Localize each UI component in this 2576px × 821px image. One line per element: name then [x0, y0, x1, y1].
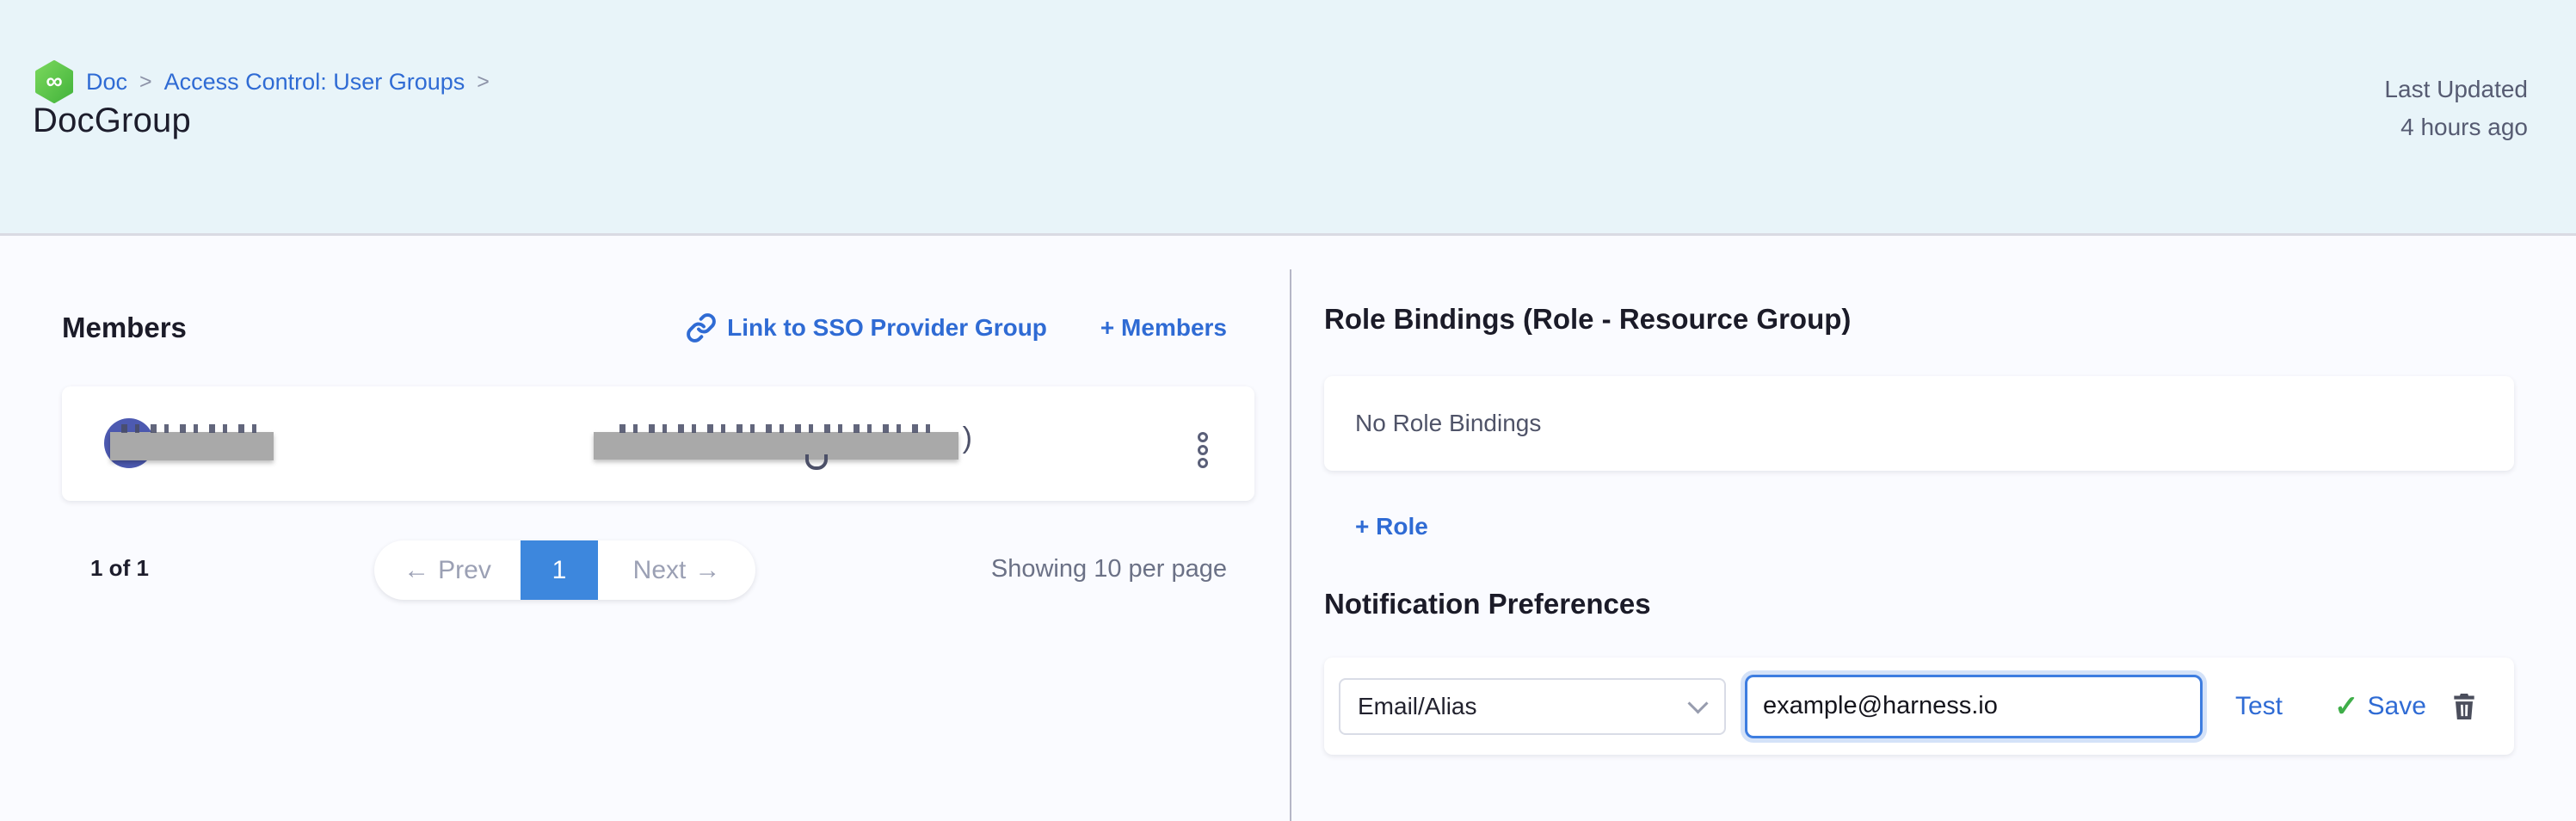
link-sso-label: Link to SSO Provider Group	[727, 314, 1047, 341]
notification-preferences-heading: Notification Preferences	[1324, 588, 1651, 620]
pagination: ← Prev 1 Next →	[374, 540, 755, 600]
svg-text:∞: ∞	[46, 68, 62, 94]
breadcrumb: ∞ Doc > Access Control: User Groups >	[34, 60, 490, 103]
add-members-button[interactable]: + Members	[1100, 314, 1227, 341]
redacted-member-name	[110, 424, 274, 460]
member-options-kebab-menu-icon[interactable]	[1177, 424, 1229, 476]
channel-type-select[interactable]: Email/Alias	[1339, 677, 1726, 735]
prev-label: Prev	[438, 555, 491, 584]
page-count-label: 1 of 1	[90, 555, 149, 581]
breadcrumb-separator: >	[139, 69, 152, 94]
redacted-member-email	[594, 422, 972, 470]
test-button[interactable]: Test	[2235, 691, 2283, 720]
email-address-input[interactable]	[1745, 674, 2203, 738]
last-updated: Last Updated 4 hours ago	[2384, 71, 2528, 146]
last-updated-label: Last Updated	[2384, 76, 2528, 102]
chevron-down-icon	[1687, 693, 1709, 714]
role-bindings-heading: Role Bindings (Role - Resource Group)	[1324, 303, 1852, 335]
member-row[interactable]	[62, 386, 1254, 501]
members-heading: Members	[62, 312, 187, 343]
next-page-button[interactable]: Next →	[598, 540, 755, 600]
check-icon: ✓	[2334, 689, 2359, 723]
current-page-button[interactable]: 1	[521, 540, 598, 600]
no-role-bindings-text: No Role Bindings	[1355, 410, 1542, 436]
chain-link-icon	[687, 313, 716, 343]
link-sso-provider-group-button[interactable]: Link to SSO Provider Group	[686, 312, 1047, 343]
page-title: DocGroup	[33, 102, 191, 139]
members-header-row: Members Link to SSO Provider Group + Mem…	[62, 312, 1227, 344]
save-label: Save	[2367, 691, 2426, 720]
per-page-label: Showing 10 per page	[990, 555, 1227, 583]
right-arrow-icon: →	[694, 555, 721, 584]
breadcrumb-link-user-groups[interactable]: Access Control: User Groups	[163, 68, 465, 95]
channel-type-value: Email/Alias	[1358, 692, 1477, 719]
harness-project-icon: ∞	[35, 60, 73, 103]
page-header: ∞ Doc > Access Control: User Groups > Do…	[0, 0, 2576, 236]
breadcrumb-link-doc[interactable]: Doc	[86, 68, 128, 95]
notification-preference-row: Email/Alias Test ✓ Save	[1324, 657, 2514, 755]
panel-divider	[1290, 269, 1291, 821]
save-button[interactable]: ✓ Save	[2334, 689, 2426, 724]
trash-icon[interactable]	[2447, 688, 2481, 725]
redaction-artifact	[804, 454, 828, 470]
prev-page-button[interactable]: ← Prev	[374, 540, 521, 600]
left-arrow-icon: ←	[404, 555, 430, 584]
next-label: Next	[632, 555, 687, 584]
role-bindings-empty-card: No Role Bindings	[1324, 376, 2514, 471]
last-updated-value: 4 hours ago	[2400, 114, 2528, 140]
breadcrumb-separator: >	[477, 69, 490, 94]
add-role-button[interactable]: + Role	[1355, 513, 1428, 540]
